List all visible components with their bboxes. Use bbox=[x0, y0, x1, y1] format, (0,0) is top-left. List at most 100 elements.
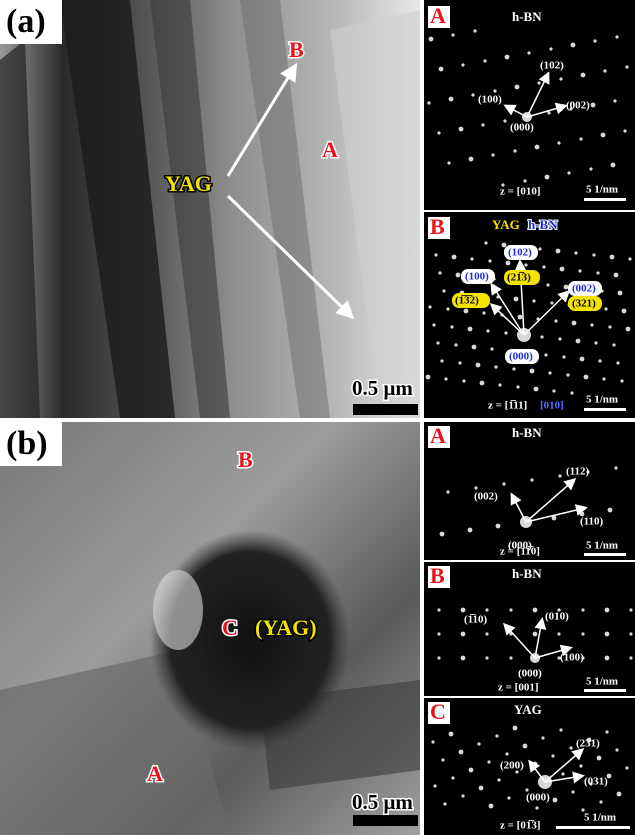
diffraction-spot bbox=[440, 359, 443, 362]
figure: (a) B A YAG 0.5 μm (b) B C (YAG) A 0.5 μ… bbox=[0, 0, 635, 835]
diffraction-spot bbox=[625, 65, 628, 68]
diffraction-spot bbox=[597, 756, 602, 761]
diffraction-spot bbox=[514, 297, 519, 302]
diffraction-spot bbox=[552, 389, 555, 392]
diffraction-spot bbox=[581, 608, 584, 611]
diffraction-spot bbox=[462, 379, 465, 382]
zone-axis: z = [1̅11] bbox=[488, 400, 527, 412]
diffraction-spot bbox=[447, 161, 450, 164]
diffraction-spot bbox=[502, 243, 507, 248]
diffraction-spot bbox=[441, 758, 444, 761]
diffraction-spot bbox=[469, 768, 474, 773]
diffraction-spot bbox=[593, 39, 596, 42]
spot-index: (321) bbox=[572, 298, 596, 310]
diffraction-spot bbox=[495, 734, 498, 737]
diffraction-spot bbox=[523, 744, 528, 749]
diffraction-spot bbox=[613, 99, 616, 102]
diffraction-spot bbox=[461, 794, 464, 797]
diffraction-spot bbox=[556, 249, 561, 254]
diffraction-spot bbox=[559, 77, 562, 80]
zone-axis: z = [01̅3] bbox=[500, 820, 540, 832]
spot-index: (21̅3) bbox=[507, 272, 531, 284]
diffraction-spot bbox=[442, 289, 445, 292]
diffraction-spot bbox=[471, 93, 474, 96]
diffraction-spot bbox=[485, 632, 488, 635]
spot-index: (102) bbox=[540, 60, 564, 72]
diffraction-spot bbox=[476, 363, 481, 368]
diffraction-spot bbox=[581, 632, 584, 635]
diffraction-spot bbox=[535, 145, 540, 150]
diffraction-spot bbox=[571, 790, 574, 793]
diffraction-spot bbox=[603, 69, 606, 72]
diffraction-spot bbox=[579, 764, 582, 767]
diffraction-spot bbox=[502, 482, 505, 485]
diffraction-spot bbox=[446, 307, 449, 310]
diffraction-spot bbox=[513, 149, 516, 152]
diffraction-spot bbox=[616, 361, 619, 364]
diffraction-spot bbox=[572, 321, 577, 326]
diffraction-spot bbox=[608, 325, 611, 328]
diffraction-spot bbox=[505, 55, 510, 60]
spot-index: (002) bbox=[474, 491, 498, 503]
diffraction-spot bbox=[507, 796, 510, 799]
diffraction-spot bbox=[428, 305, 431, 308]
diffraction-spot bbox=[491, 153, 494, 156]
diffraction-spot bbox=[617, 792, 622, 797]
phase: h-BN bbox=[512, 566, 542, 581]
diffraction-spot bbox=[581, 73, 586, 78]
diffraction-spot bbox=[591, 103, 596, 108]
diffraction-spot bbox=[515, 85, 520, 90]
inset-letter: B bbox=[430, 214, 445, 239]
diffraction-spot bbox=[592, 253, 595, 256]
diffraction-spot bbox=[584, 375, 589, 380]
diffraction-spot bbox=[449, 97, 454, 102]
diffraction-spot bbox=[437, 632, 440, 635]
diffraction-spot bbox=[589, 167, 592, 170]
spot-index: (002) bbox=[572, 283, 596, 295]
diffraction-spot bbox=[512, 367, 515, 370]
diffraction-spot bbox=[615, 35, 618, 38]
diffraction-spot bbox=[474, 486, 477, 489]
spot-index: (010) bbox=[545, 611, 569, 623]
scale-label: 5 1/nm bbox=[586, 540, 618, 552]
diffraction-spot bbox=[443, 802, 446, 805]
spot-index: (112) bbox=[566, 466, 590, 478]
diffraction-spot bbox=[612, 343, 615, 346]
scale-bar-label: 0.5 μm bbox=[352, 790, 413, 814]
diffraction-spot bbox=[429, 37, 434, 42]
diffraction-spot bbox=[629, 656, 632, 659]
phase: h-BN bbox=[512, 425, 542, 440]
diffraction-spot bbox=[590, 323, 593, 326]
diffraction-spot bbox=[426, 375, 431, 380]
diffraction-spot bbox=[437, 656, 440, 659]
spot-index: (200) bbox=[500, 760, 524, 772]
diffraction-spot bbox=[461, 656, 466, 661]
diffraction-spot bbox=[601, 133, 606, 138]
diffraction-spot bbox=[540, 335, 543, 338]
panel-label: (a) bbox=[6, 3, 46, 40]
diffraction-spot bbox=[498, 383, 501, 386]
diffraction-spot bbox=[614, 273, 619, 278]
diffraction-spot bbox=[602, 377, 605, 380]
diffraction-spot bbox=[571, 43, 576, 48]
diffraction-spot bbox=[605, 608, 610, 613]
diffraction-spot bbox=[594, 341, 597, 344]
diffraction-spot bbox=[622, 309, 627, 314]
diffraction-spot bbox=[604, 307, 607, 310]
panel-b-image: (b) B C (YAG) A 0.5 μm bbox=[0, 422, 420, 835]
spot-index: (000) bbox=[509, 351, 533, 363]
diffraction-spot bbox=[459, 127, 464, 132]
panel-label: (b) bbox=[6, 425, 48, 462]
region-label: A bbox=[147, 761, 163, 786]
diffraction-spot bbox=[551, 754, 554, 757]
diffraction-spot bbox=[494, 365, 497, 368]
diffraction-spot bbox=[557, 141, 560, 144]
diffraction-spot bbox=[437, 131, 440, 134]
diffraction-spot bbox=[446, 490, 449, 493]
diffraction-spot bbox=[516, 385, 519, 388]
scale-label: 5 1/nm bbox=[586, 184, 618, 196]
diffraction-spot bbox=[629, 632, 632, 635]
diffraction-spot bbox=[468, 528, 473, 533]
spot-index: (000) bbox=[526, 792, 550, 804]
diffraction-spot bbox=[444, 377, 447, 380]
